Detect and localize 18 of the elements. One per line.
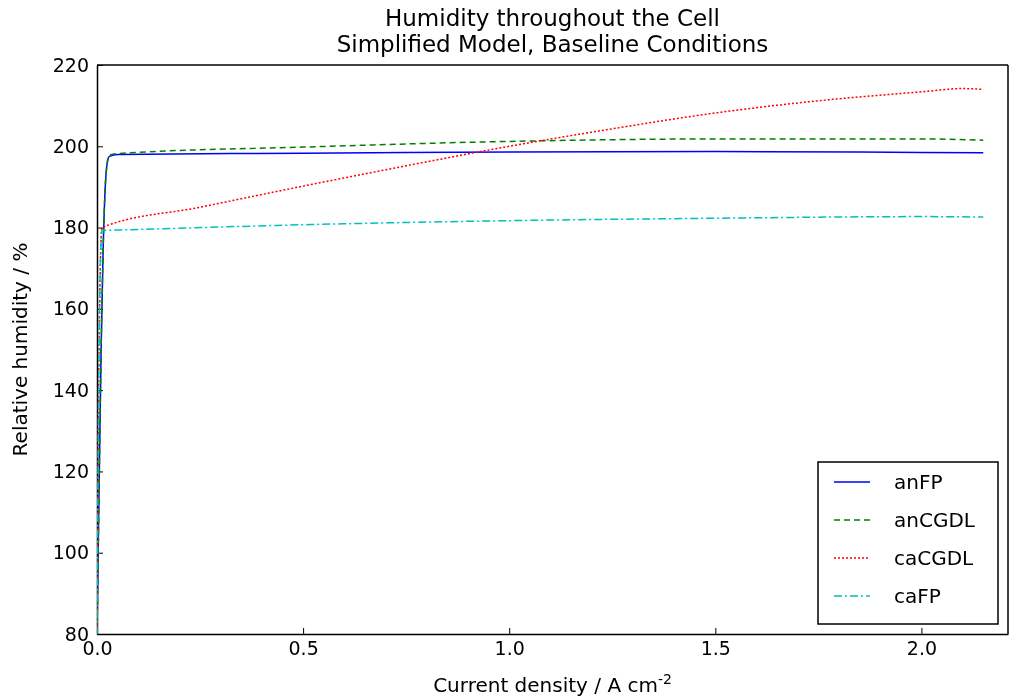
- x-tick-label: 2.0: [906, 637, 938, 660]
- y-tick-label: 120: [52, 460, 89, 483]
- y-tick-label: 220: [52, 53, 89, 76]
- legend-label: caCGDL: [894, 546, 975, 570]
- x-tick-label: 1.0: [494, 637, 525, 660]
- y-tick-label: 140: [52, 378, 89, 401]
- y-axis-title: Relative humidity / %: [8, 242, 32, 457]
- chart-title: Humidity throughout the Cell Simplified Model, Baseline Conditions: [336, 5, 769, 57]
- y-tick-label: 160: [52, 297, 89, 320]
- y-tick-label: 200: [52, 134, 89, 157]
- legend-label: anFP: [894, 470, 943, 494]
- x-tick-label: 0.5: [288, 637, 319, 660]
- x-axis-title: Current density / A cm$^{-2}$: [433, 671, 672, 697]
- x-tick-label: 1.5: [700, 637, 731, 660]
- legend-label: caFP: [894, 584, 941, 608]
- y-tick-label: 100: [52, 541, 89, 564]
- y-tick-label: 180: [52, 216, 89, 239]
- legend-label: anCGDL: [894, 508, 976, 532]
